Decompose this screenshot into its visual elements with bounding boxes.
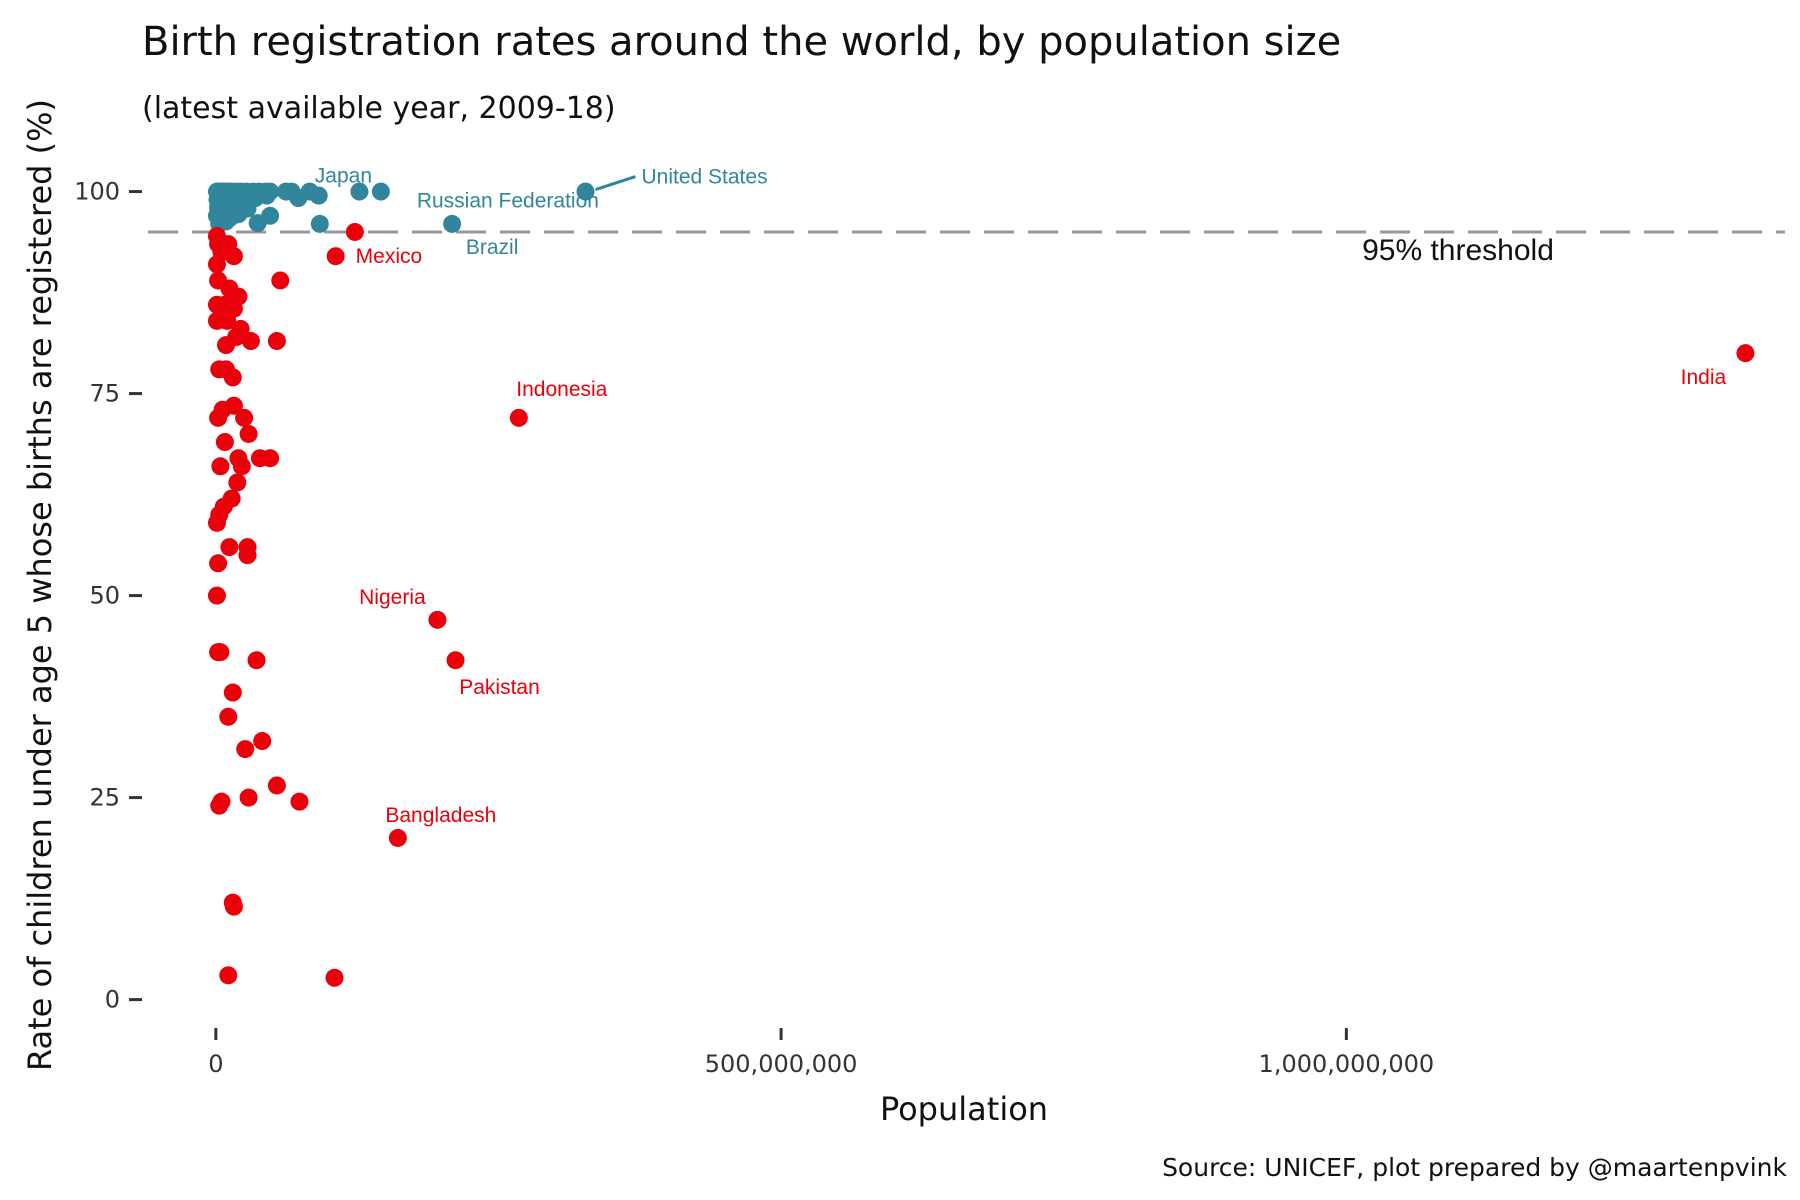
y-axis: 0 25 50 75 100 [74, 178, 142, 1014]
data-point-below-threshold [207, 513, 226, 532]
country-label: Japan [315, 165, 372, 188]
data-point-below-threshold [219, 966, 238, 985]
data-point-below-threshold [238, 546, 257, 565]
chart-subtitle: (latest available year, 2009-18) [142, 91, 616, 126]
x-axis: 0 500,000,000 1,000,000,000 [208, 1028, 1434, 1078]
data-point-above-threshold [289, 189, 308, 208]
data-point-below-threshold [1736, 344, 1755, 363]
data-point-below-threshold [228, 473, 247, 492]
data-point-above-threshold [309, 186, 328, 205]
y-axis-title: Rate of children under age 5 whose birth… [21, 99, 59, 1071]
data-point-below-threshold [217, 336, 236, 355]
y-tick-label: 75 [89, 380, 120, 408]
data-point-above-threshold [350, 182, 369, 201]
data-point-below-threshold [232, 457, 251, 476]
data-point-below-threshold [446, 651, 465, 670]
data-point-below-threshold [509, 408, 528, 427]
data-point-above-threshold [443, 214, 462, 233]
country-label: Pakistan [459, 676, 540, 699]
data-point-below-threshold [241, 332, 260, 351]
data-point-below-threshold [207, 255, 226, 274]
plot-points [207, 182, 1755, 987]
y-tick-label: 25 [89, 784, 120, 812]
y-tick-label: 0 [105, 986, 120, 1014]
data-point-above-threshold [371, 182, 390, 201]
x-axis-title: Population [880, 1090, 1048, 1128]
country-label: Mexico [356, 245, 423, 268]
country-label: Indonesia [516, 378, 607, 401]
data-point-below-threshold [207, 586, 226, 605]
data-point-below-threshold [220, 538, 239, 557]
data-point-below-threshold [215, 433, 234, 452]
data-point-above-threshold [310, 214, 329, 233]
data-point-above-threshold [257, 186, 276, 205]
data-point-below-threshold [211, 643, 230, 662]
threshold-label: 95% threshold [1362, 234, 1554, 267]
data-point-above-threshold [217, 212, 236, 231]
y-tick-label: 50 [89, 582, 120, 610]
country-label: Nigeria [359, 586, 426, 609]
data-point-below-threshold [325, 968, 344, 987]
data-point-below-threshold [267, 332, 286, 351]
x-tick-label: 0 [208, 1050, 223, 1078]
data-point-below-threshold [236, 740, 255, 759]
label-leader-line [595, 175, 636, 191]
data-point-below-threshold [428, 610, 447, 629]
data-point-below-threshold [239, 424, 258, 443]
data-point-below-threshold [261, 449, 280, 468]
data-point-below-threshold [224, 396, 243, 415]
data-point-above-threshold [576, 182, 595, 201]
country-label: Bangladesh [385, 804, 496, 827]
data-point-below-threshold [223, 683, 242, 702]
data-point-above-threshold [248, 214, 267, 233]
country-label: Brazil [466, 236, 519, 259]
data-point-below-threshold [224, 247, 243, 266]
y-tick-label: 100 [74, 178, 120, 206]
data-point-below-threshold [388, 828, 407, 847]
data-point-below-threshold [209, 408, 228, 427]
country-label: Russian Federation [417, 190, 599, 213]
data-point-below-threshold [219, 707, 238, 726]
chart-title: Birth registration rates around the worl… [142, 19, 1341, 65]
data-point-below-threshold [218, 311, 237, 330]
country-label: India [1681, 366, 1727, 389]
data-point-below-threshold [326, 247, 345, 266]
data-point-below-threshold [239, 788, 258, 807]
data-point-below-threshold [224, 897, 243, 916]
data-point-below-threshold [345, 222, 364, 241]
data-point-below-threshold [235, 408, 254, 427]
data-point-below-threshold [290, 792, 309, 811]
data-point-below-threshold [267, 776, 286, 795]
data-point-below-threshold [247, 651, 266, 670]
data-point-below-threshold [253, 732, 272, 751]
data-point-below-threshold [210, 796, 229, 815]
chart-caption: Source: UNICEF, plot prepared by @maarte… [1162, 1153, 1787, 1182]
data-point-below-threshold [271, 271, 290, 290]
data-point-below-threshold [209, 554, 228, 573]
x-tick-label: 500,000,000 [705, 1050, 858, 1078]
country-label: United States [642, 166, 768, 189]
data-point-below-threshold [211, 457, 230, 476]
country-labels: United States Japan Russian Federation Braz… [315, 165, 1727, 827]
data-point-below-threshold [223, 368, 242, 387]
x-tick-label: 1,000,000,000 [1259, 1050, 1435, 1078]
